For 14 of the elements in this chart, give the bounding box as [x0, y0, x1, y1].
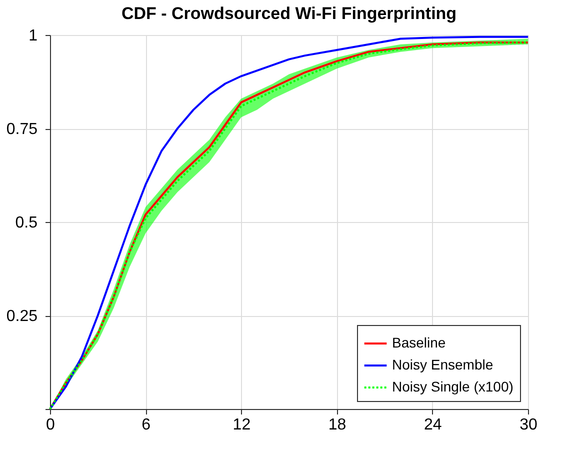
y-tick-label: 0.25: [6, 308, 38, 325]
x-tick-label: 24: [424, 416, 442, 434]
y-tick-label: 1: [28, 28, 38, 44]
x-tick-label: 30: [520, 416, 538, 434]
x-tick-label: 6: [142, 416, 151, 434]
legend-label: Baseline: [392, 334, 446, 350]
y-tick-label: 0.5: [15, 214, 38, 232]
legend-label: Noisy Ensemble: [392, 356, 494, 372]
x-tick-label: 0: [46, 416, 56, 434]
legend-label: Noisy Single (x100): [392, 378, 514, 394]
y-tick-label: 0.75: [6, 121, 38, 138]
x-tick-label: 12: [232, 416, 251, 434]
x-tick-label: 18: [328, 416, 346, 434]
chart-title: CDF - Crowdsourced Wi-Fi Fingerprinting: [121, 4, 457, 23]
